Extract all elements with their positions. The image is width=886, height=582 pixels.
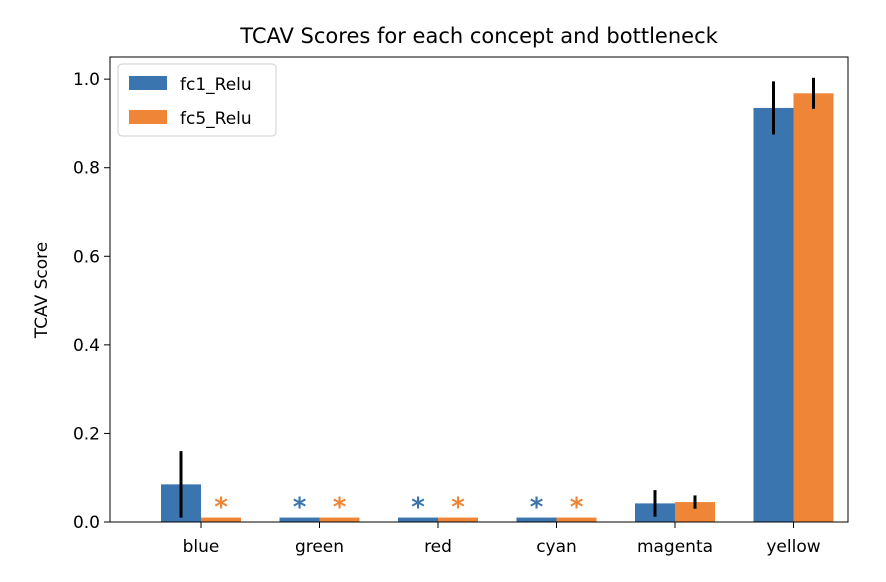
- bar: [438, 517, 478, 522]
- bar: [556, 517, 597, 522]
- legend-label: fc5_Relu: [180, 109, 252, 129]
- x-tick-label: green: [295, 537, 344, 557]
- y-axis: 0.0 0.2 0.4 0.6 0.8 1.0: [73, 70, 110, 533]
- significance-marker: *: [451, 493, 465, 523]
- y-tick-label: 0.4: [73, 336, 100, 356]
- chart-title: TCAV Scores for each concept and bottlen…: [239, 24, 718, 48]
- bar: [201, 517, 241, 522]
- x-axis: blue green red cyan magenta yellow: [183, 522, 821, 557]
- significance-marker: *: [570, 493, 584, 523]
- bar: [319, 517, 360, 522]
- x-tick-label: magenta: [637, 537, 713, 557]
- significance-marker: *: [530, 493, 544, 523]
- markers-layer: * * * * * * *: [214, 493, 584, 523]
- bar: [279, 517, 320, 522]
- legend-swatch: [129, 76, 167, 90]
- y-tick-label: 0.2: [73, 424, 100, 444]
- x-tick-label: red: [424, 537, 452, 557]
- legend: fc1_Relu fc5_Relu: [117, 63, 277, 137]
- error-bars-layer: [179, 77, 815, 518]
- significance-marker: *: [333, 493, 347, 523]
- bars-layer: [161, 93, 834, 523]
- bar: [675, 502, 715, 522]
- plot-frame: [109, 56, 849, 523]
- y-axis-label: TCAV Score: [32, 242, 52, 339]
- y-tick-label: 0.8: [73, 159, 100, 179]
- x-tick-label: cyan: [536, 537, 577, 557]
- y-tick-label: 0.0: [73, 513, 100, 533]
- significance-marker: *: [411, 493, 425, 523]
- significance-marker: *: [214, 493, 228, 523]
- significance-marker: *: [293, 493, 307, 523]
- bar: [398, 517, 438, 522]
- y-tick-label: 1.0: [73, 70, 100, 90]
- legend-label: fc1_Relu: [180, 75, 252, 95]
- bar: [793, 93, 834, 523]
- x-tick-label: yellow: [766, 537, 820, 557]
- x-tick-label: blue: [183, 537, 220, 557]
- y-tick-label: 0.6: [73, 247, 100, 267]
- bar: [753, 107, 794, 522]
- legend-swatch: [129, 110, 167, 124]
- bar: [516, 517, 557, 522]
